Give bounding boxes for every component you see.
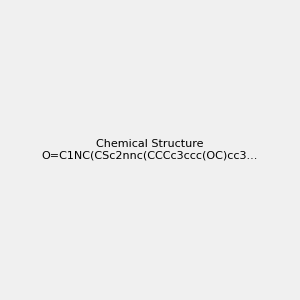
Text: Chemical Structure
O=C1NC(CSc2nnc(CCCc3ccc(OC)cc3...: Chemical Structure O=C1NC(CSc2nnc(CCCc3c…: [42, 139, 258, 161]
